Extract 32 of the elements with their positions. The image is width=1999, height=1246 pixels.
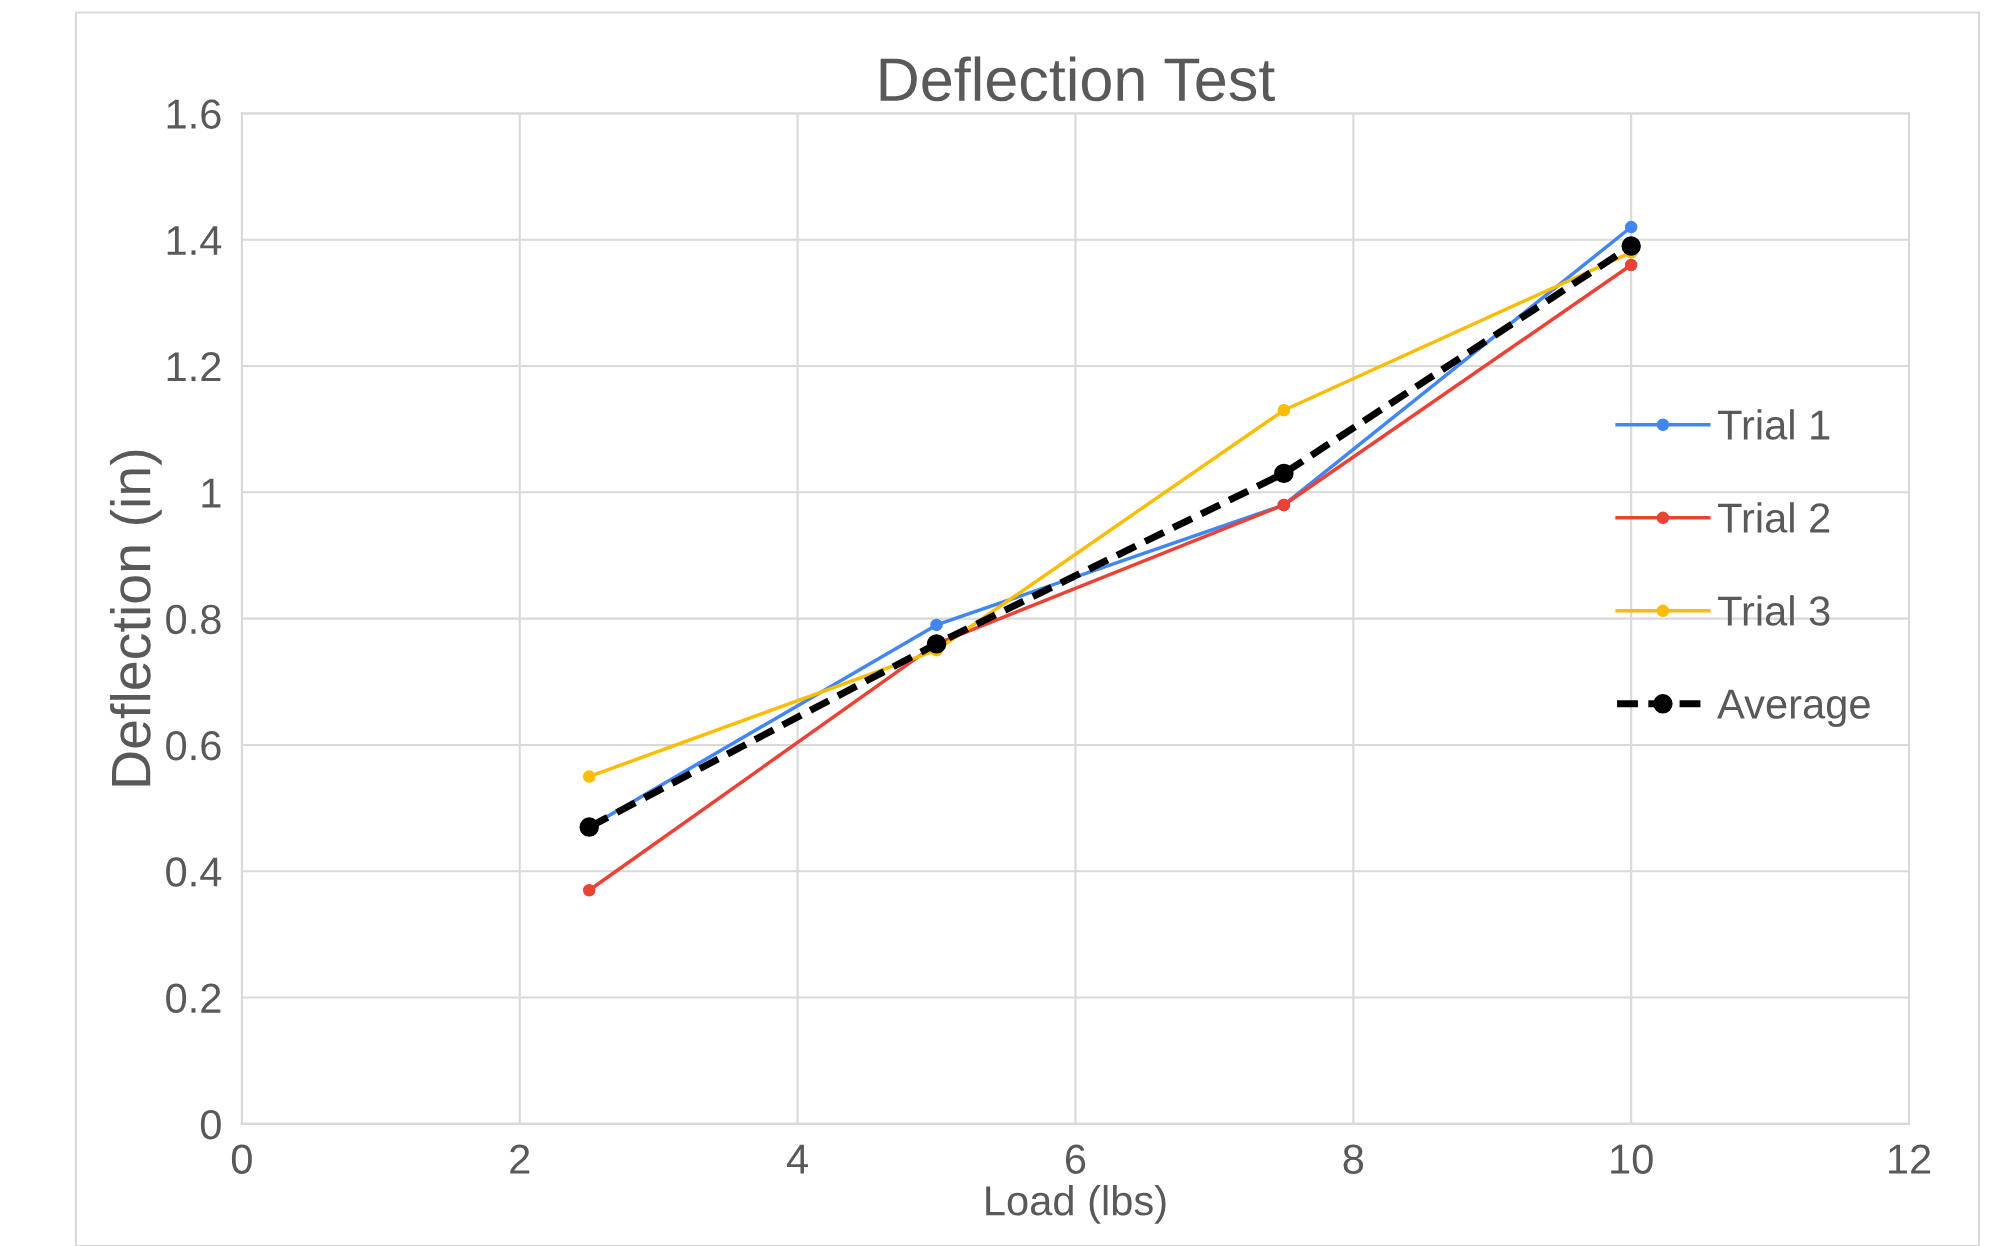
x-tick-label: 10	[1611, 1144, 1653, 1174]
y-tick-label: 1.4	[167, 226, 222, 255]
point	[582, 770, 596, 783]
point	[1624, 258, 1638, 272]
chart-title: Deflection Test	[880, 56, 1275, 102]
legend-label: Trial 3	[1718, 595, 1830, 626]
y-tick-label: 0.8	[166, 604, 221, 635]
y-tick-label: 1.6	[167, 99, 221, 129]
legend-label: Trial 2	[1718, 502, 1830, 533]
point	[1277, 403, 1291, 417]
point	[582, 883, 596, 897]
point	[1621, 236, 1641, 256]
y-tick-label: 0	[200, 1109, 221, 1140]
x-tick-label: 2	[510, 1144, 530, 1174]
y-tick-label: 0.6	[166, 730, 221, 761]
legend-label: Average	[1717, 689, 1870, 728]
y-tick-label: 0.4	[166, 857, 222, 887]
y-tick-label: 1	[202, 478, 221, 508]
x-tick-label: 12	[1889, 1144, 1931, 1174]
point	[930, 618, 943, 632]
x-tick-label: 6	[1065, 1144, 1086, 1174]
x-axis-title: Load (lbs)	[986, 1184, 1166, 1224]
x-tick-label: 4	[786, 1144, 808, 1174]
point	[926, 634, 947, 654]
y-tick-label: 0.2	[166, 983, 221, 1014]
y-tick-label: 1.2	[167, 352, 221, 382]
y-axis-title: Deflection (in)	[109, 450, 162, 786]
point	[1624, 220, 1638, 234]
legend-label: Trial 1	[1718, 409, 1830, 440]
x-tick-label: 8	[1343, 1144, 1364, 1174]
x-tick-label: 0	[231, 1144, 252, 1174]
point	[1274, 463, 1294, 484]
